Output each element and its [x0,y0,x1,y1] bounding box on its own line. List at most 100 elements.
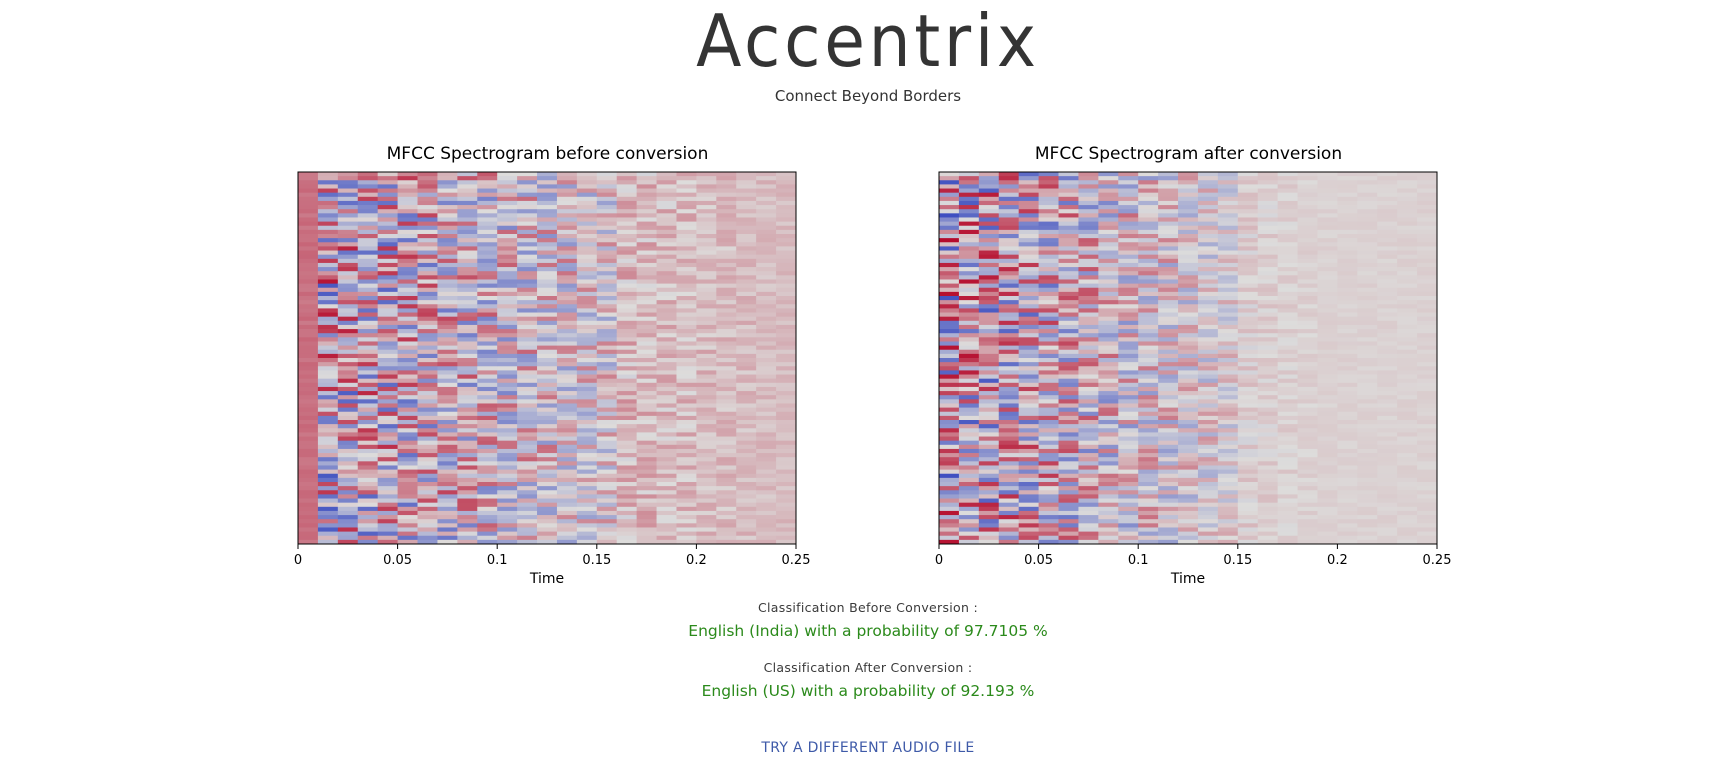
heatmap-cell [1078,424,1099,429]
heatmap-cell [517,461,538,466]
heatmap-cell [477,486,498,491]
heatmap-cell [1417,258,1438,264]
heatmap-cell [497,353,518,359]
try-different-audio-link[interactable]: TRY A DIFFERENT AUDIO FILE [761,740,975,756]
heatmap-cell [696,482,717,487]
heatmap-cell [397,262,418,268]
heatmap-cell [1098,490,1119,495]
heatmap-cell [1178,217,1199,222]
heatmap-cell [756,506,777,512]
heatmap-cell [736,535,757,541]
heatmap-cell [1417,407,1438,413]
heatmap-cell [537,378,558,384]
heatmap-cell [1138,510,1159,516]
heatmap-cell [298,436,319,442]
heatmap-cell [497,453,518,458]
heatmap-cell [417,238,438,243]
heatmap-cell [337,523,359,528]
heatmap-cell [676,498,697,504]
heatmap-cell [357,432,379,437]
heatmap-cell [696,180,717,185]
heatmap-cell [397,506,418,512]
heatmap-cell [377,366,398,371]
heatmap-cell [756,498,777,504]
heatmap-cell [497,341,518,346]
heatmap-cell [656,386,677,392]
heatmap-cell [1257,444,1279,450]
heatmap-cell [317,436,339,442]
heatmap-cell [357,221,379,227]
heatmap-cell [1018,291,1039,297]
heatmap-cell [1018,457,1039,462]
heatmap-cell [998,229,1020,235]
heatmap-cell [1357,229,1378,235]
heatmap-cell [756,267,777,272]
heatmap-cell [576,312,598,318]
heatmap-cell [716,366,737,371]
heatmap-cell [1038,320,1059,326]
heatmap-cell [1178,444,1199,450]
heatmap-cell [1018,271,1039,276]
heatmap-cell [776,324,797,330]
heatmap-cell [497,378,518,384]
heatmap-cell [1158,461,1179,466]
heatmap-cell [457,333,478,338]
heatmap-cell [576,349,598,355]
heatmap-cell [357,291,379,297]
heatmap-cell [656,506,677,512]
heatmap-cell [1018,482,1039,487]
heatmap-cell [736,411,757,417]
heatmap-cell [1058,320,1079,326]
heatmap-cell [437,221,458,227]
heatmap-cell [596,345,618,351]
heatmap-cell [337,510,359,516]
heatmap-cell [939,234,960,239]
heatmap-cell [1178,432,1199,437]
heatmap-cell [576,403,598,408]
heatmap-cell [1297,221,1318,227]
heatmap-cell [1078,320,1099,326]
heatmap-cell [537,411,558,417]
heatmap-cell [978,291,1000,297]
heatmap-cell [457,386,478,392]
heatmap-cell [417,234,438,239]
heatmap-cell [1197,465,1219,470]
heatmap-cell [1138,258,1159,264]
heatmap-cell [517,448,538,454]
heatmap-cell [457,440,478,446]
heatmap-cell [317,502,339,508]
heatmap-cell [1237,358,1259,363]
heatmap-cell [517,291,538,297]
heatmap-cell [736,345,757,351]
heatmap-cell [1178,337,1199,342]
heatmap-cell [616,407,638,413]
heatmap-cell [1158,229,1179,235]
heatmap-cell [537,515,558,520]
heatmap-cell [497,515,518,520]
heatmap-cell [1417,432,1438,437]
heatmap-cell [457,370,478,375]
heatmap-cell [1197,188,1219,194]
heatmap-cell [497,527,518,532]
heatmap-cell [958,378,980,384]
heatmap-cell [1337,221,1358,227]
heatmap-cell [1138,242,1159,247]
heatmap-cell [756,283,777,289]
heatmap-cell [939,448,960,454]
heatmap-cell [517,477,538,483]
heatmap-cell [417,192,438,198]
heatmap-cell [1357,217,1378,222]
heatmap-cell [696,436,717,442]
heatmap-cell [939,424,960,429]
heatmap-cell [1078,180,1099,185]
heatmap-cell [1078,300,1099,305]
heatmap-cell [357,366,379,371]
heatmap-cell [1417,345,1438,351]
heatmap-cell [978,279,1000,284]
heatmap-cell [397,184,418,189]
heatmap-cell [537,366,558,371]
heatmap-cell [1138,469,1159,475]
heatmap-cell [477,205,498,210]
heatmap-cell [1297,250,1318,256]
heatmap-cell [1317,461,1338,466]
